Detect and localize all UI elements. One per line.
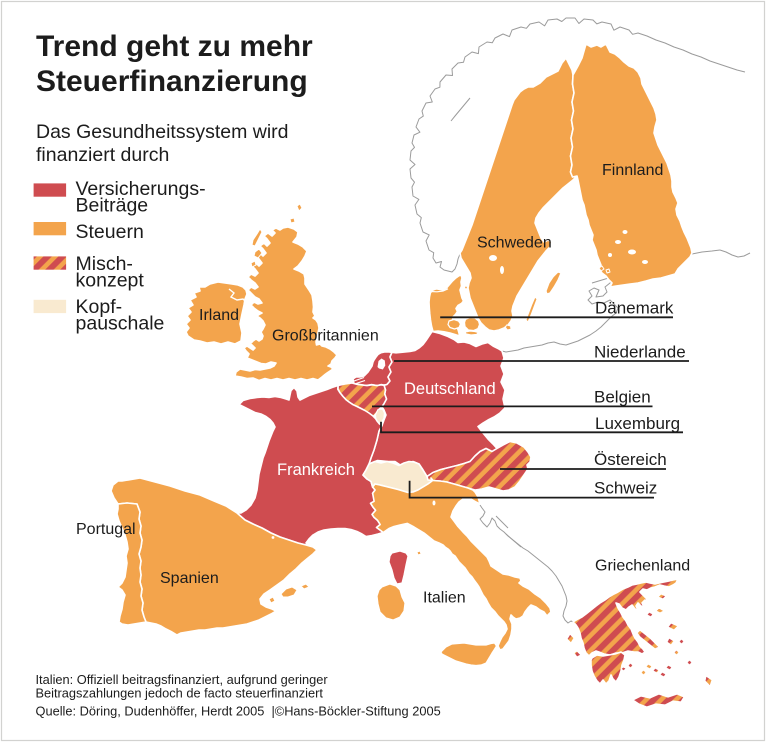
svg-text:Irland: Irland: [199, 307, 239, 324]
svg-text:Finnland: Finnland: [602, 162, 663, 179]
svg-text:pauschale: pauschale: [76, 312, 165, 334]
svg-text:Kopf-: Kopf-: [76, 296, 123, 318]
svg-text:Spanien: Spanien: [160, 570, 219, 587]
svg-text:finanziert durch: finanziert durch: [36, 144, 169, 166]
svg-text:Großbritannien: Großbritannien: [272, 328, 379, 345]
svg-text:Versicherungs-: Versicherungs-: [76, 178, 206, 200]
svg-text:konzept: konzept: [76, 269, 145, 291]
svg-text:Niederlande: Niederlande: [594, 343, 686, 362]
svg-text:Beitragszahlungen jedoch de fa: Beitragszahlungen jedoch de facto steuer…: [36, 686, 324, 701]
svg-text:Das Gesundheitssystem wird: Das Gesundheitssystem wird: [36, 121, 289, 143]
svg-text:Griechenland: Griechenland: [595, 558, 690, 575]
svg-text:Portugal: Portugal: [76, 521, 136, 538]
svg-text:Belgien: Belgien: [594, 388, 651, 407]
svg-text:Steuern: Steuern: [76, 221, 144, 243]
svg-text:Italien: Italien: [423, 590, 466, 607]
svg-text:Italien: Offiziell beitragsfin: Italien: Offiziell beitragsfinanziert, a…: [36, 672, 329, 687]
svg-text:Dänemark: Dänemark: [595, 299, 674, 318]
svg-text:Schweden: Schweden: [477, 235, 552, 252]
svg-text:Östereich: Östereich: [594, 450, 667, 469]
svg-text:Frankreich: Frankreich: [277, 461, 355, 479]
svg-text:Misch-: Misch-: [76, 253, 133, 275]
svg-text:Quelle: Döring, Dudenhöffer, H: Quelle: Döring, Dudenhöffer, Herdt 2005 …: [36, 704, 441, 719]
svg-text:Schweiz: Schweiz: [594, 479, 657, 498]
svg-text:Luxemburg: Luxemburg: [595, 414, 680, 433]
svg-text:Beiträge: Beiträge: [76, 195, 149, 217]
svg-text:Steuerfinanzierung: Steuerfinanzierung: [36, 65, 308, 98]
svg-text:Trend geht zu mehr: Trend geht zu mehr: [36, 30, 313, 63]
svg-text:Deutschland: Deutschland: [404, 380, 496, 398]
